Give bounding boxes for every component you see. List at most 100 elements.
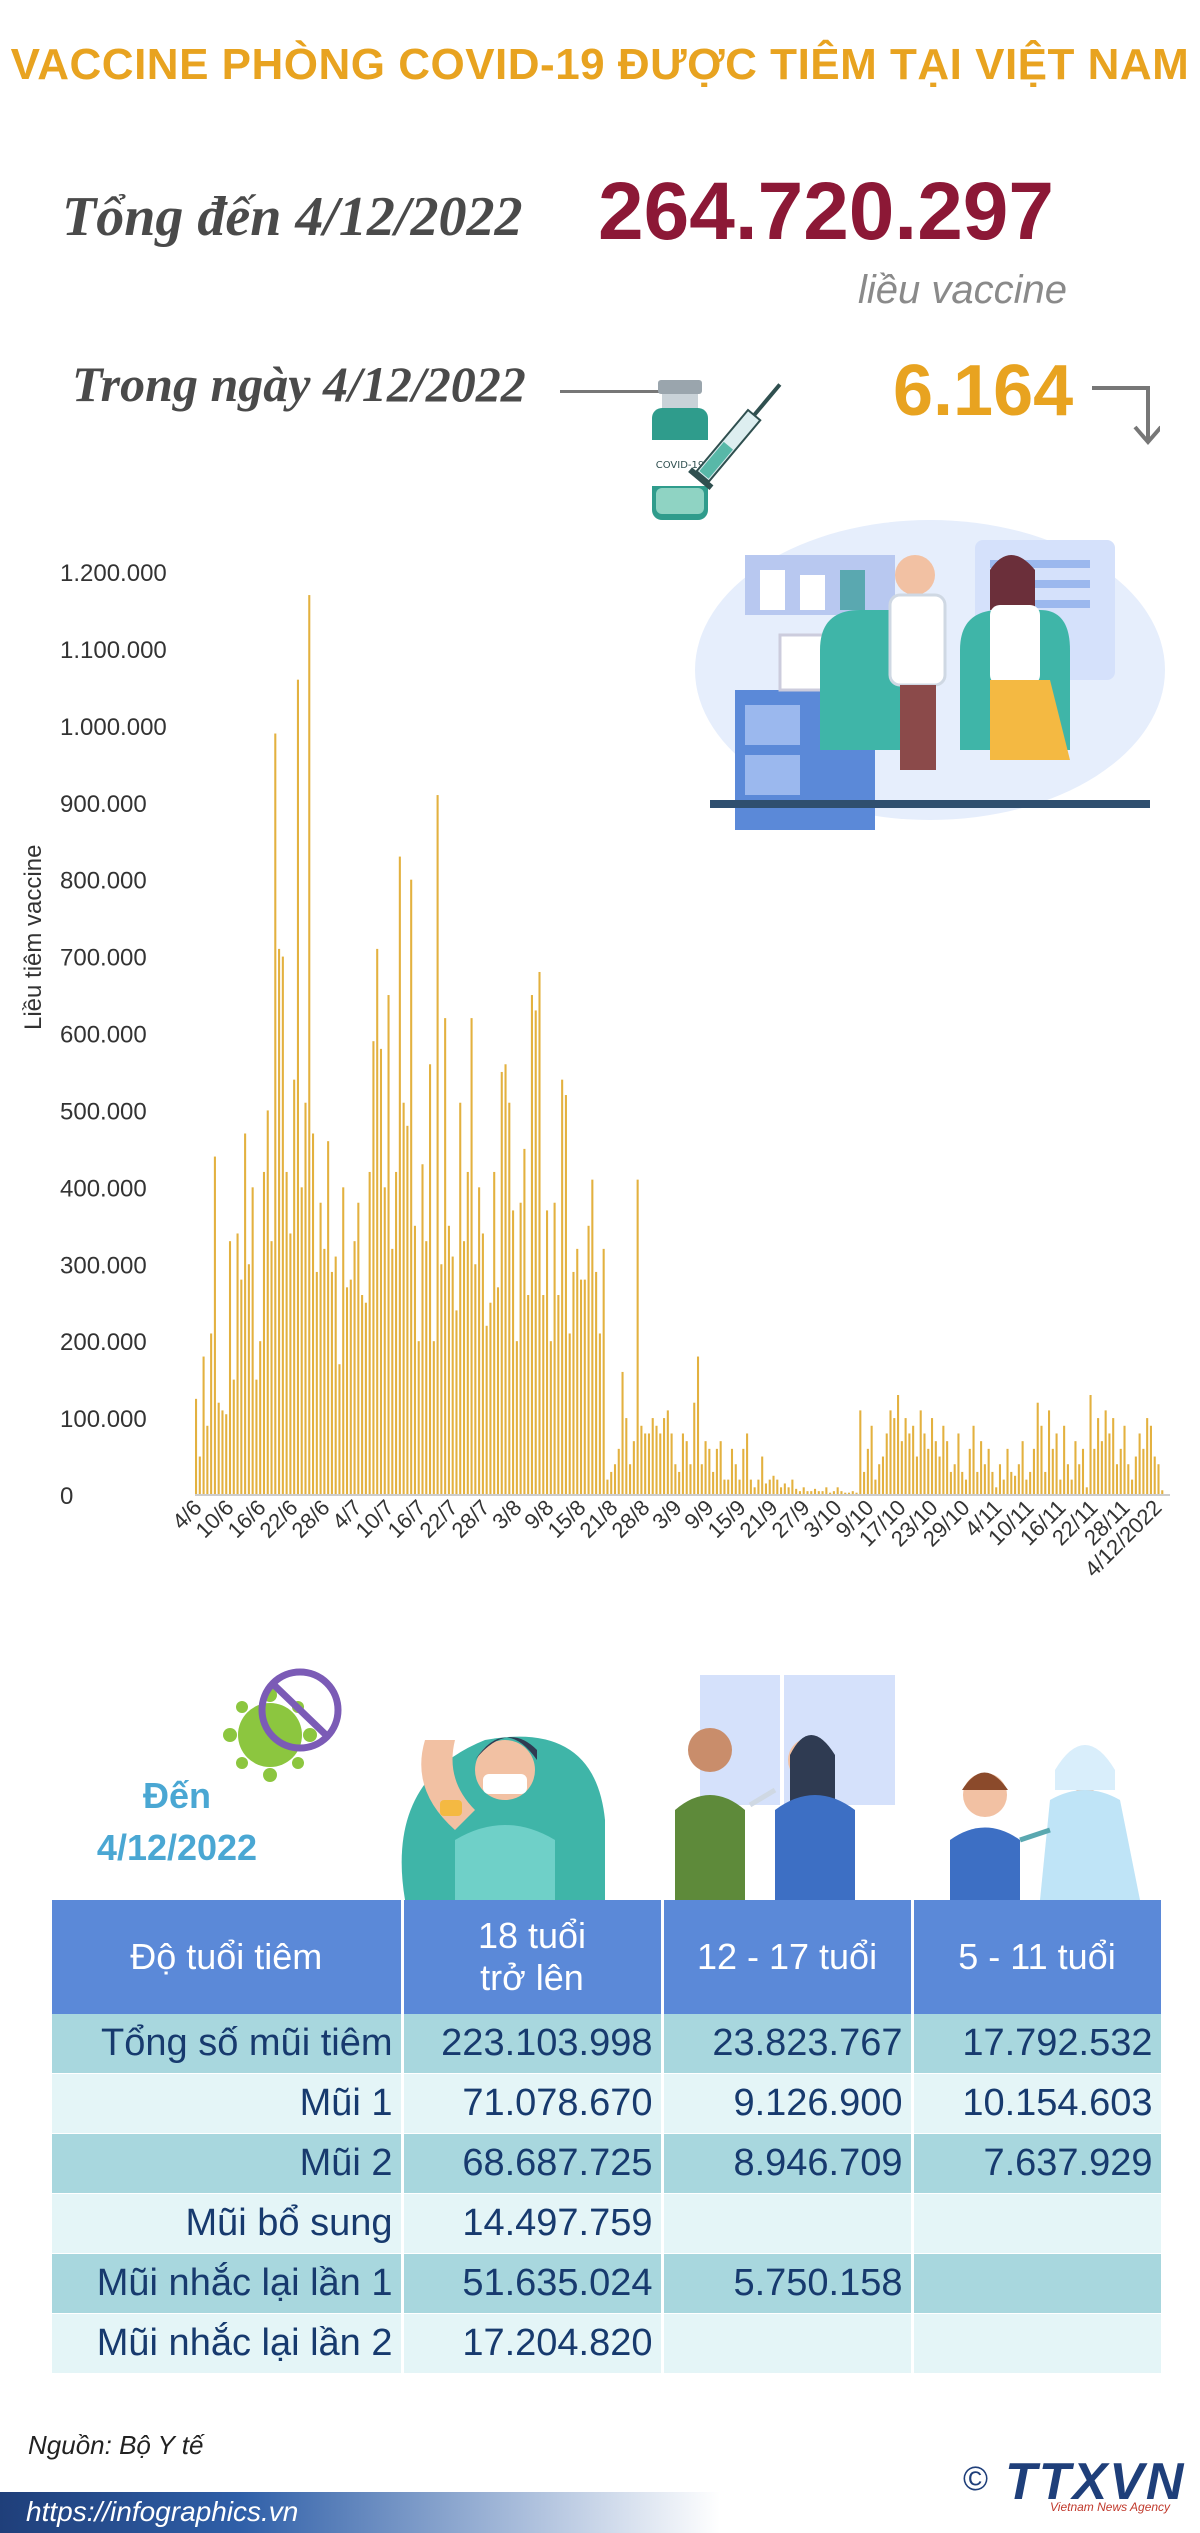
bar — [429, 1064, 432, 1495]
cell-value — [912, 2193, 1164, 2254]
bar — [595, 1271, 598, 1495]
bar — [878, 1464, 881, 1495]
total-unit: liều vaccine — [858, 268, 1068, 312]
bar — [659, 1433, 662, 1495]
bar — [266, 1110, 269, 1495]
bar — [855, 1492, 858, 1495]
header-12-17: 12 - 17 tuổi — [662, 1900, 914, 2014]
bar — [719, 1441, 722, 1495]
bar — [447, 1225, 450, 1495]
bar — [1051, 1448, 1054, 1495]
bar — [749, 1479, 752, 1495]
arrow-down-icon — [1092, 386, 1160, 446]
bar — [666, 1410, 669, 1495]
bar — [1157, 1464, 1160, 1495]
bar — [1108, 1433, 1111, 1495]
until-date: Đến 4/12/2022 — [82, 1770, 272, 1874]
bar — [379, 1048, 383, 1495]
bar — [964, 1479, 968, 1495]
bar — [583, 1279, 586, 1495]
bar — [889, 1410, 892, 1495]
bar — [678, 1471, 681, 1495]
footer-url-link[interactable]: https://infographics.vn — [26, 2496, 299, 2527]
bar — [1025, 1479, 1028, 1495]
bar — [764, 1483, 767, 1495]
bar — [885, 1433, 888, 1495]
bar — [398, 856, 401, 1495]
bar — [1017, 1464, 1020, 1495]
bar — [693, 1402, 696, 1495]
bar — [372, 1041, 375, 1495]
y-tick-label: 600.000 — [60, 1022, 147, 1049]
row-label: Mũi nhắc lại lần 2 — [52, 2313, 404, 2374]
bar — [836, 1487, 839, 1495]
y-tick-label: 300.000 — [60, 1252, 147, 1279]
bar — [949, 1471, 952, 1495]
bar — [863, 1471, 866, 1495]
total-label: Tổng đến 4/12/2022 — [62, 186, 523, 248]
bar — [768, 1479, 771, 1495]
bar — [579, 1279, 583, 1495]
bar — [957, 1433, 960, 1495]
bar — [919, 1410, 922, 1495]
vaccine-vial-icon: COVID-19 — [652, 380, 782, 520]
cell-value: 7.637.929 — [912, 2133, 1164, 2194]
bar — [644, 1433, 647, 1495]
bar — [780, 1487, 783, 1495]
vaccination-scene-illustration — [695, 520, 1165, 830]
row-label: Tổng số mũi tiêm — [52, 2014, 404, 2074]
copyright-symbol: © — [963, 2460, 989, 2498]
bar — [606, 1479, 609, 1495]
bar — [413, 1225, 416, 1495]
bar — [647, 1433, 650, 1495]
bar — [274, 733, 277, 1495]
bar — [874, 1479, 877, 1495]
day-label: Trong ngày 4/12/2022 — [72, 356, 526, 412]
bar — [1115, 1464, 1119, 1495]
bar — [723, 1479, 726, 1495]
bar — [1074, 1441, 1077, 1495]
bar — [278, 948, 281, 1495]
svg-text:COVID-19: COVID-19 — [656, 460, 705, 471]
cell-value: 223.103.998 — [402, 2014, 664, 2074]
bar — [228, 1241, 232, 1495]
bar — [470, 1018, 473, 1495]
bar — [651, 1418, 654, 1495]
until-label: Đến — [142, 1775, 211, 1816]
bar — [840, 1491, 843, 1495]
bar — [542, 1295, 545, 1495]
bar — [696, 1356, 700, 1495]
cell-value: 10.154.603 — [912, 2073, 1164, 2134]
bar — [1032, 1448, 1035, 1495]
bar — [870, 1425, 873, 1495]
x-tick-label: 28/8 — [607, 1495, 655, 1543]
y-tick-label: 800.000 — [60, 868, 147, 895]
bar — [1089, 1395, 1092, 1495]
bar — [345, 1287, 349, 1496]
bar — [296, 679, 299, 1495]
bar — [210, 1333, 213, 1496]
bar — [364, 1302, 367, 1495]
bar — [244, 1133, 247, 1495]
cell-value: 23.823.767 — [662, 2014, 914, 2074]
bar — [900, 1441, 903, 1495]
row-label: Mũi 2 — [52, 2133, 404, 2194]
bar — [402, 1102, 405, 1495]
bar — [923, 1433, 926, 1495]
bar — [1138, 1433, 1141, 1495]
bar — [255, 1379, 258, 1496]
page-title: VACCINE PHÒNG COVID-19 ĐƯỢC TIÊM TẠI VIỆ… — [10, 40, 1190, 89]
bar — [225, 1414, 228, 1495]
bar — [459, 1102, 462, 1495]
bar — [1066, 1464, 1069, 1495]
bar — [829, 1492, 832, 1495]
bar — [802, 1487, 805, 1495]
bar — [232, 1379, 235, 1496]
bar — [1048, 1410, 1051, 1495]
bar — [1070, 1479, 1073, 1495]
bar — [538, 971, 541, 1495]
bar — [557, 1295, 560, 1495]
bar — [395, 1171, 398, 1495]
bar — [342, 1187, 345, 1495]
bar — [323, 1248, 326, 1495]
